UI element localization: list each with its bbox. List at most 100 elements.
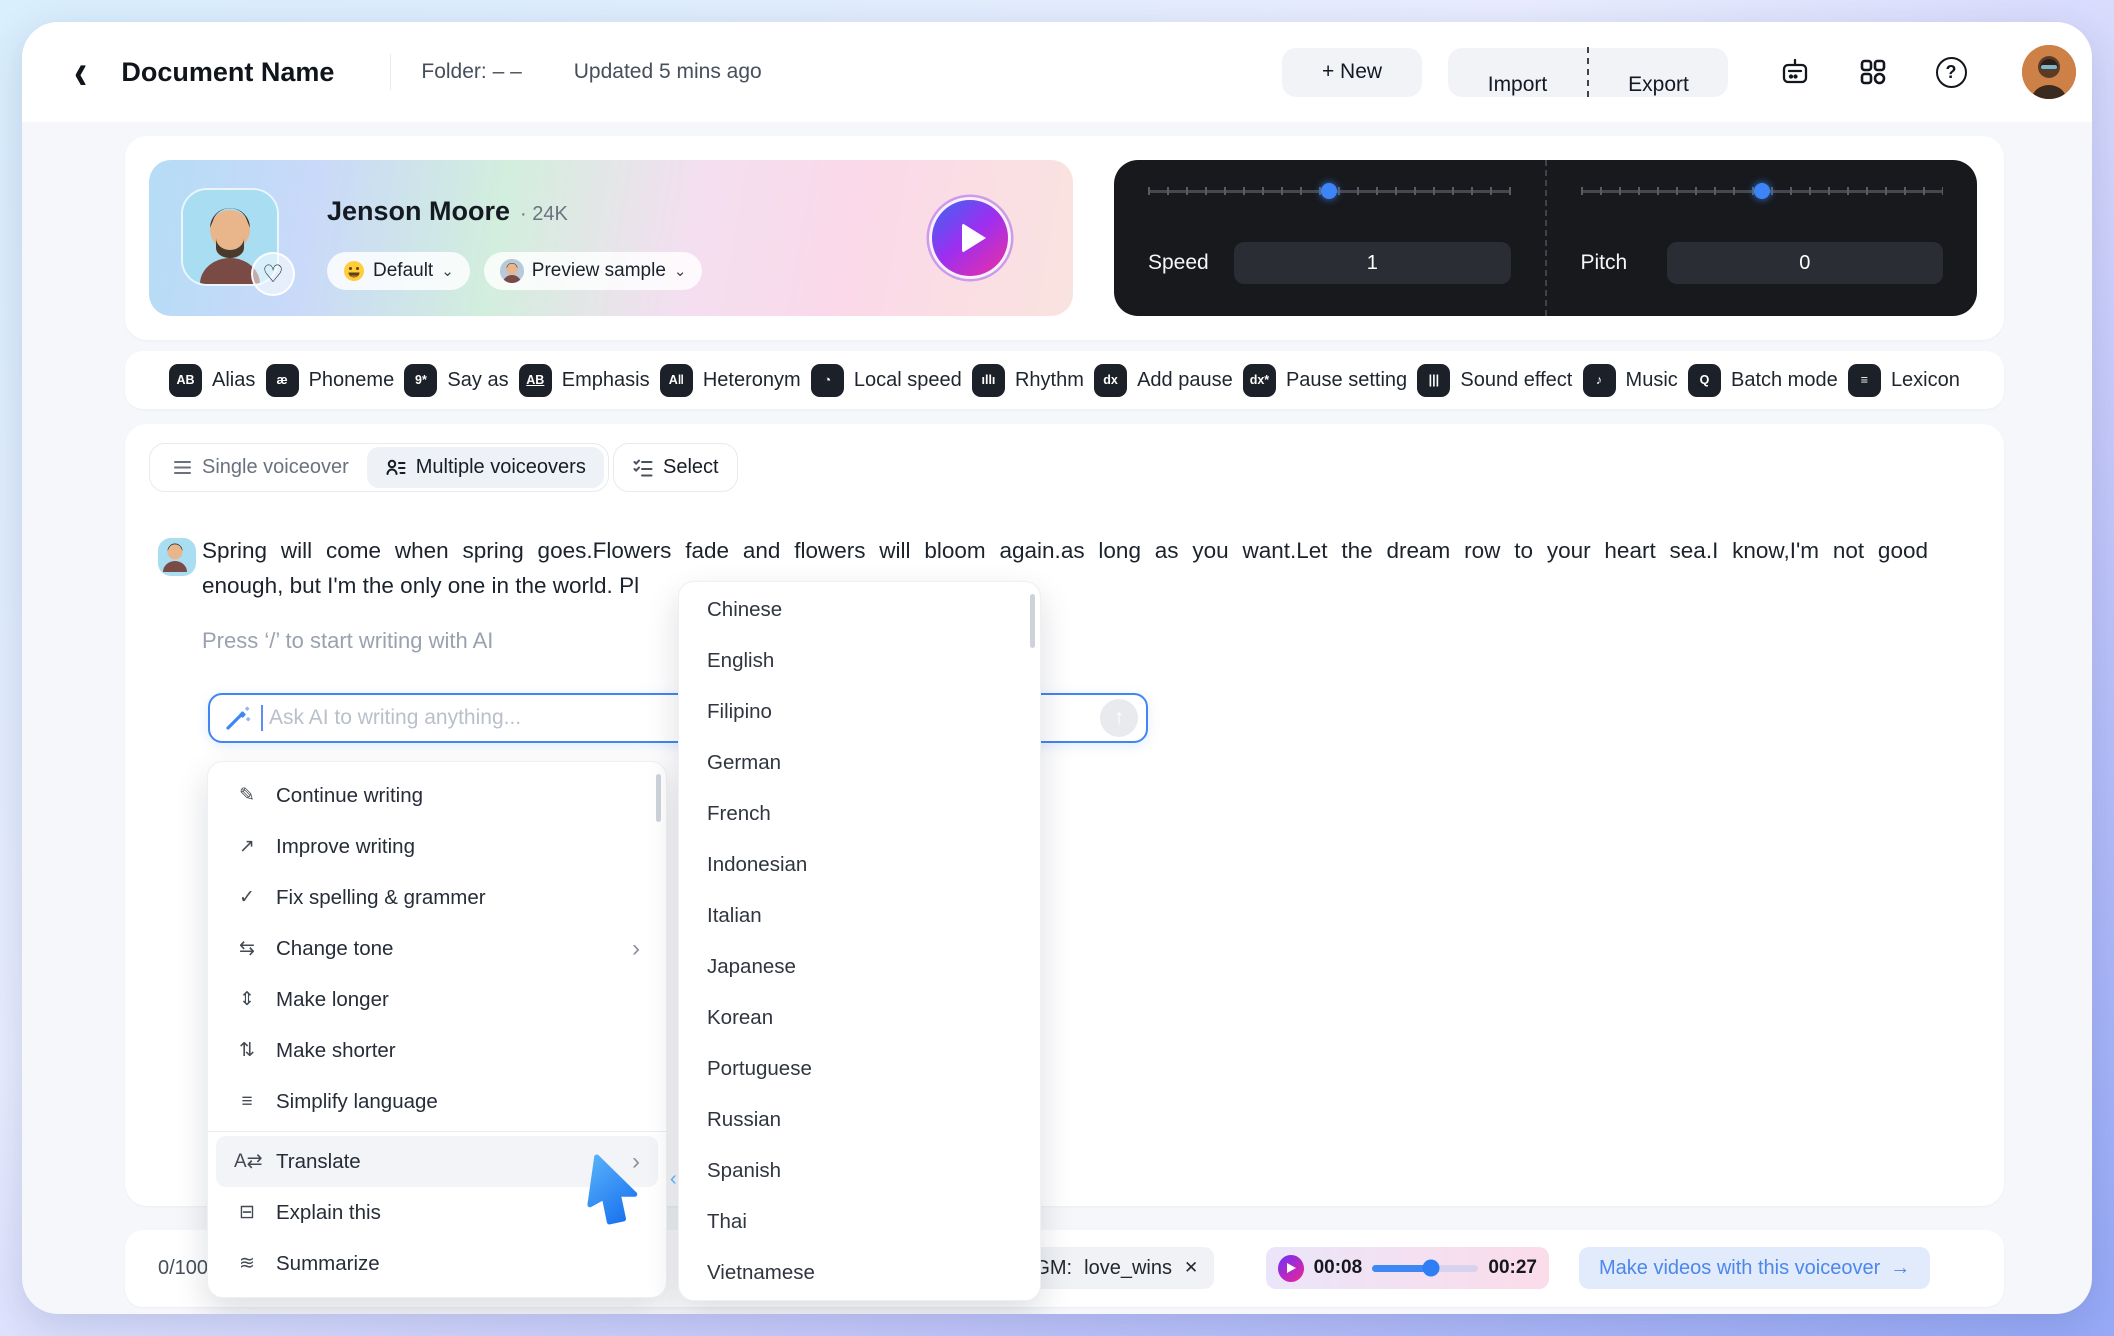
voice-name: Jenson Moore <box>327 196 511 226</box>
new-button[interactable]: + New <box>1282 47 1422 97</box>
language-item[interactable]: Vietnamese <box>707 1260 815 1284</box>
language-item[interactable]: Portuguese <box>707 1056 812 1080</box>
toolbar-item[interactable]: AB Alias <box>169 363 255 397</box>
language-item[interactable]: Russian <box>707 1107 782 1131</box>
ai-menu-item[interactable]: ≋ Summarize › <box>208 1238 666 1289</box>
language-item[interactable]: English <box>707 648 775 672</box>
language-item[interactable]: Italian <box>707 903 762 927</box>
toolbar-item[interactable]: ıllı Rhythm <box>971 363 1084 397</box>
player-seekbar[interactable] <box>1372 1259 1479 1277</box>
page-title: Document Name <box>121 56 335 87</box>
preview-sample-dropdown[interactable]: Preview sample ⌄ <box>483 252 703 290</box>
music-icon: ♪ <box>1582 363 1616 397</box>
export-button[interactable]: Export <box>1587 47 1728 97</box>
favorite-heart-icon[interactable]: ♡ <box>251 252 295 296</box>
submenu-chevron-icon: › <box>632 934 640 962</box>
language-item[interactable]: Spanish <box>707 1158 782 1182</box>
toolbar-item[interactable]: ||| Sound effect <box>1417 363 1572 397</box>
language-item[interactable]: German <box>707 750 782 774</box>
folder-label[interactable]: Folder: – – <box>421 60 522 83</box>
ai-menu-item[interactable]: ✓ Fix spelling & grammer › <box>208 872 666 923</box>
pitch-slider[interactable] <box>1580 183 1944 199</box>
voice-tile[interactable]: ♡ Jenson Moore · 24K Default ⌄ <box>149 160 1073 316</box>
voice-pills: Default ⌄ Preview sample ⌄ <box>327 252 703 290</box>
voiceover-tabs: Single voiceover Multiple voiceovers <box>149 443 609 492</box>
player-play-button[interactable] <box>1278 1254 1304 1282</box>
toolbar-item[interactable]: æ Phoneme <box>265 363 394 397</box>
toolbar-item[interactable]: ≡ Lexicon <box>1847 363 1960 397</box>
tab-multiple-voiceovers[interactable]: Multiple voiceovers <box>366 447 604 488</box>
language-item[interactable]: Korean <box>707 1005 774 1029</box>
local-speed-icon: ◔ <box>810 363 844 397</box>
ai-menu-item[interactable]: ≡ Simplify language › <box>208 1076 666 1127</box>
remove-bgm-icon[interactable]: ✕ <box>1183 1258 1199 1277</box>
import-button[interactable]: Import <box>1487 73 1548 96</box>
pause-setting-icon: dx* <box>1242 363 1276 397</box>
speaker-avatar[interactable] <box>158 538 196 576</box>
toolbar-item[interactable]: Q Batch mode <box>1687 363 1838 397</box>
simplify-language-icon: ≡ <box>241 1090 253 1112</box>
language-item[interactable]: Indonesian <box>707 852 808 876</box>
user-avatar[interactable] <box>2022 45 2076 99</box>
chevron-down-icon: ⌄ <box>441 263 454 280</box>
toolbar-item[interactable]: dx* Pause setting <box>1242 363 1407 397</box>
ai-menu-item[interactable]: ⇕ Make longer › <box>208 974 666 1025</box>
current-time: 00:08 <box>1313 1257 1363 1278</box>
updated-label: Updated 5 mins ago <box>573 60 762 83</box>
play-icon <box>1287 1263 1297 1273</box>
speed-value-field[interactable]: 1 <box>1234 242 1511 284</box>
teleprompter-icon[interactable] <box>1778 55 1812 89</box>
voice-play-button[interactable] <box>932 200 1008 276</box>
voiceover-text[interactable]: Spring will come when spring goes.Flower… <box>202 533 1928 603</box>
apps-grid-icon[interactable] <box>1856 55 1890 89</box>
seekbar-thumb[interactable] <box>1422 1259 1440 1277</box>
toolbar-item[interactable]: ♪ Music <box>1582 363 1678 397</box>
ai-menu-item[interactable]: ⊟ Explain this › <box>208 1187 666 1238</box>
toolbar-item[interactable]: 9* Say as <box>404 363 509 397</box>
app-window: ‹ Document Name Folder: – – Updated 5 mi… <box>22 22 2092 1314</box>
say-as-icon: 9* <box>404 363 438 397</box>
language-item[interactable]: Thai <box>707 1209 747 1233</box>
ai-menu-item[interactable]: ⇅ Make shorter › <box>208 1025 666 1076</box>
submenu-chevron-icon: › <box>632 1147 640 1175</box>
style-dropdown[interactable]: Default ⌄ <box>327 252 470 290</box>
bgm-name: love_wins <box>1084 1256 1172 1279</box>
preview-sample-label: Preview sample <box>531 260 666 281</box>
ai-menu-item[interactable]: ↗ Improve writing › <box>208 821 666 872</box>
toolbar-item[interactable]: AB Emphasis <box>518 363 650 397</box>
pitch-control: Pitch 0 <box>1544 160 1978 316</box>
speed-pitch-panel: Speed 1 Pitch 0 <box>1114 160 1977 316</box>
speed-label: Speed <box>1148 251 1209 274</box>
ai-menu-item[interactable]: ✎ Continue writing › <box>208 770 666 821</box>
back-icon[interactable]: ‹ <box>74 44 88 100</box>
help-icon[interactable]: ? <box>1934 55 1968 89</box>
speed-slider[interactable] <box>1148 183 1511 199</box>
toolbar-item[interactable]: A‖ Heteronym <box>659 363 801 397</box>
select-button[interactable]: Select <box>613 443 738 492</box>
make-shorter-icon: ⇅ <box>239 1040 255 1061</box>
pitch-ticks <box>1581 204 1944 230</box>
language-item[interactable]: Japanese <box>707 954 796 978</box>
speed-slider-thumb[interactable] <box>1321 183 1338 199</box>
submenu-origin-mark: ‹ <box>670 1168 677 1190</box>
make-videos-button[interactable]: Make videos with this voiceover → <box>1579 1247 1931 1289</box>
translate-language-submenu: Chinese English Filipino German French I… <box>678 581 1041 1301</box>
tab-single-voiceover[interactable]: Single voiceover <box>154 447 367 488</box>
ai-menu-item[interactable]: A⇄ Translate › <box>216 1136 658 1187</box>
language-item[interactable]: French <box>707 801 771 825</box>
send-button[interactable]: ↑ <box>1100 699 1138 737</box>
text-line-1: Spring will come when spring goes.Flower… <box>202 538 1928 563</box>
language-item[interactable]: Filipino <box>707 699 772 723</box>
submenu-scrollbar[interactable] <box>1030 594 1035 648</box>
toolbar-item[interactable]: dx Add pause <box>1094 363 1233 397</box>
total-time: 00:27 <box>1488 1257 1537 1278</box>
pitch-slider-thumb[interactable] <box>1753 183 1770 199</box>
language-item[interactable]: Chinese <box>707 597 783 621</box>
ai-menu-item[interactable]: ⇆ Change tone › <box>208 923 666 974</box>
arrow-right-icon: → <box>1890 1256 1911 1279</box>
menu-scrollbar[interactable] <box>656 774 661 822</box>
rhythm-icon: ıllı <box>971 363 1005 397</box>
pitch-value-field[interactable]: 0 <box>1666 242 1943 284</box>
pitch-label: Pitch <box>1580 251 1628 274</box>
toolbar-item[interactable]: ◔ Local speed <box>810 363 962 397</box>
